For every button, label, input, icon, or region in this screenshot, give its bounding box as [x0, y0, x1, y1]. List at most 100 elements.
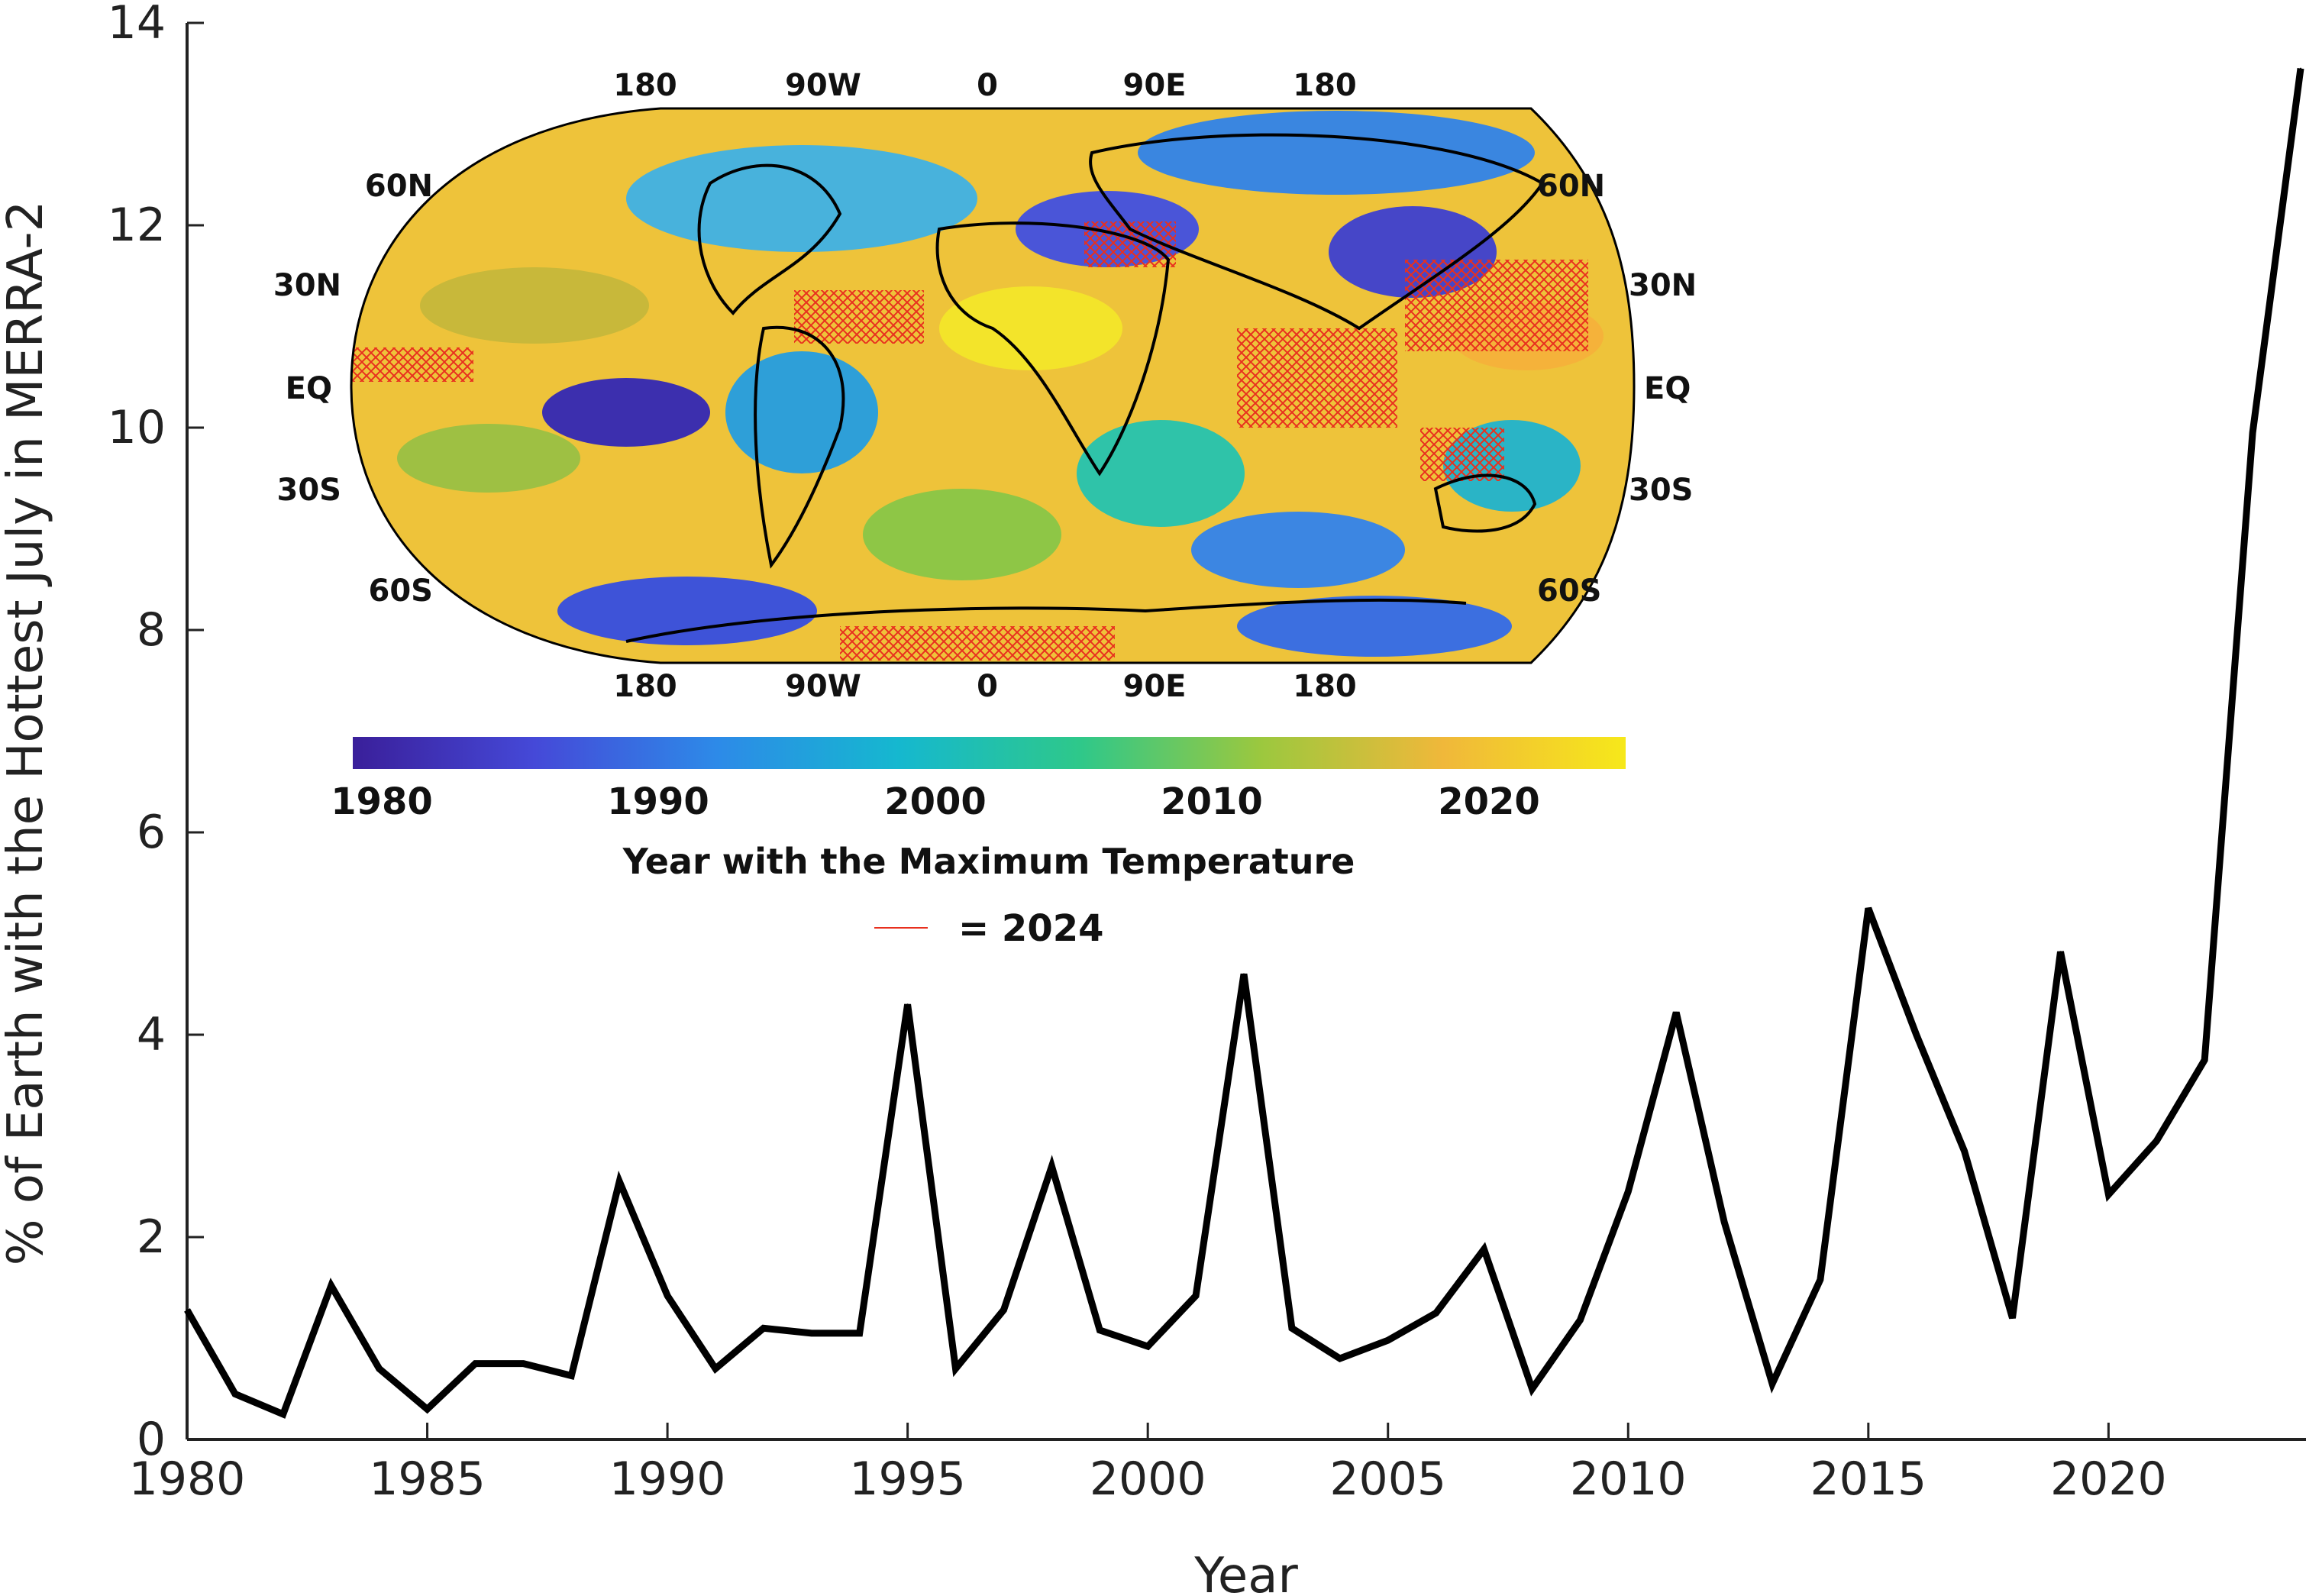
- y-axis-title: % of Earth with the Hottest July in MERR…: [0, 201, 54, 1266]
- x-tick-label: 1990: [609, 1452, 726, 1506]
- lat-label-left: 60S: [369, 573, 433, 609]
- map-image: [351, 108, 1634, 663]
- axes: [186, 23, 2306, 1441]
- data-point: [282, 1413, 284, 1415]
- lat-label-right: 60N: [1537, 169, 1605, 204]
- data-point: [1099, 1329, 1101, 1331]
- data-point: [1339, 1358, 1341, 1359]
- map-outline: [350, 107, 1636, 664]
- data-point: [2300, 67, 2301, 69]
- y-tick-label: 4: [137, 1008, 166, 1061]
- data-point: [1290, 1327, 1293, 1329]
- lon-label-bottom: 0: [977, 669, 998, 704]
- data-point: [762, 1327, 764, 1329]
- lat-label-right: EQ: [1644, 371, 1691, 406]
- lat-label-left: 30S: [277, 473, 341, 508]
- x-tick-label: 1980: [129, 1452, 246, 1506]
- x-tick-label: 1995: [849, 1452, 966, 1506]
- x-tick-label: 2015: [1810, 1452, 1927, 1506]
- y-tick-label: 14: [108, 0, 166, 50]
- colorbar-tick: 2000: [884, 780, 987, 823]
- colorbar-tick: 1990: [607, 780, 709, 823]
- data-point: [234, 1393, 236, 1395]
- lon-label-top: 180: [613, 68, 677, 103]
- x-ticks: 1980 1985 1990 1995 2000 2005 2010 2015 2020: [129, 1423, 2167, 1506]
- x-axis-title: Year: [1193, 1548, 1298, 1596]
- data-point: [2156, 1140, 2158, 1142]
- data-point: [1243, 973, 1245, 975]
- data-point: [1147, 1346, 1149, 1348]
- data-point: [1627, 1191, 1629, 1193]
- data-point: [906, 1003, 909, 1006]
- legend-label: = 2024: [958, 907, 1104, 950]
- x-tick-label: 2005: [1329, 1452, 1446, 1506]
- x-tick-label: 1985: [369, 1452, 486, 1506]
- colorbar: [353, 737, 1626, 769]
- y-tick-label: 2: [137, 1210, 166, 1264]
- data-point: [570, 1375, 573, 1377]
- data-point: [954, 1368, 957, 1370]
- lat-label-left: 60N: [365, 169, 433, 204]
- lon-label-top: 90W: [785, 68, 861, 103]
- data-point: [1195, 1294, 1197, 1297]
- data-point: [1771, 1383, 1773, 1385]
- data-point: [858, 1332, 861, 1334]
- data-point: [330, 1284, 332, 1287]
- data-point: [2107, 1194, 2110, 1196]
- data-point: [522, 1362, 525, 1365]
- lon-label-bottom: 90W: [785, 669, 861, 704]
- x-tick-label: 2020: [2050, 1452, 2167, 1506]
- data-point: [1675, 1011, 1678, 1013]
- data-point: [2252, 431, 2254, 434]
- data-point: [715, 1368, 716, 1370]
- data-point: [426, 1408, 428, 1410]
- data-point: [1963, 1150, 1965, 1152]
- data-point: [2204, 1059, 2206, 1061]
- plot-area: [184, 67, 2304, 1419]
- y-tick-label: 0: [137, 1413, 166, 1466]
- lon-label-bottom: 180: [1293, 669, 1357, 704]
- lat-label-right: 30S: [1629, 473, 1693, 508]
- lon-label-bottom: 180: [613, 669, 677, 704]
- x-tick-label: 2000: [1090, 1452, 1206, 1506]
- data-point: [1915, 1034, 1917, 1035]
- data-point: [1531, 1388, 1533, 1390]
- data-point: [1003, 1309, 1005, 1311]
- data-point: [1387, 1339, 1389, 1342]
- y-ticks: 0 2 4 6 8 10 12 14: [108, 0, 204, 1466]
- data-point: [1723, 1221, 1726, 1223]
- data-point: [667, 1294, 669, 1297]
- colorbar-tick: 2010: [1161, 780, 1263, 823]
- lat-label-right: 30N: [1629, 268, 1697, 303]
- data-point: [474, 1362, 476, 1365]
- lon-label-top: 0: [977, 68, 998, 103]
- data-point: [1867, 907, 1869, 909]
- data-point: [2011, 1317, 2014, 1319]
- lat-label-left: EQ: [286, 371, 332, 406]
- data-point: [1051, 1165, 1053, 1168]
- lon-label-bottom: 90E: [1123, 669, 1187, 704]
- lon-label-top: 90E: [1123, 68, 1187, 103]
- lat-label-left: 30N: [273, 268, 341, 303]
- colorbar-tick: 1980: [331, 780, 433, 823]
- data-point: [810, 1332, 812, 1334]
- data-point: [1435, 1312, 1437, 1314]
- y-tick-label: 10: [108, 401, 166, 454]
- y-tick-label: 8: [137, 603, 166, 657]
- lat-label-right: 60S: [1537, 573, 1601, 609]
- data-point: [1483, 1248, 1485, 1250]
- colorbar-title: Year with the Maximum Temperature: [622, 841, 1355, 882]
- data-point: [1579, 1319, 1581, 1321]
- colorbar-tick: 2020: [1438, 780, 1540, 823]
- data-point: [378, 1368, 380, 1370]
- data-point: [1819, 1278, 1821, 1281]
- data-point: [186, 1309, 188, 1311]
- map-inset: 180 90W 0 90E 180 180 90W 0 90E 180 60N …: [273, 68, 1697, 950]
- data-point: [2059, 951, 2062, 953]
- data-point: [618, 1181, 621, 1183]
- y-tick-label: 12: [108, 199, 166, 252]
- x-tick-label: 2010: [1570, 1452, 1687, 1506]
- y-tick-label: 6: [137, 806, 166, 859]
- lon-label-top: 180: [1293, 68, 1357, 103]
